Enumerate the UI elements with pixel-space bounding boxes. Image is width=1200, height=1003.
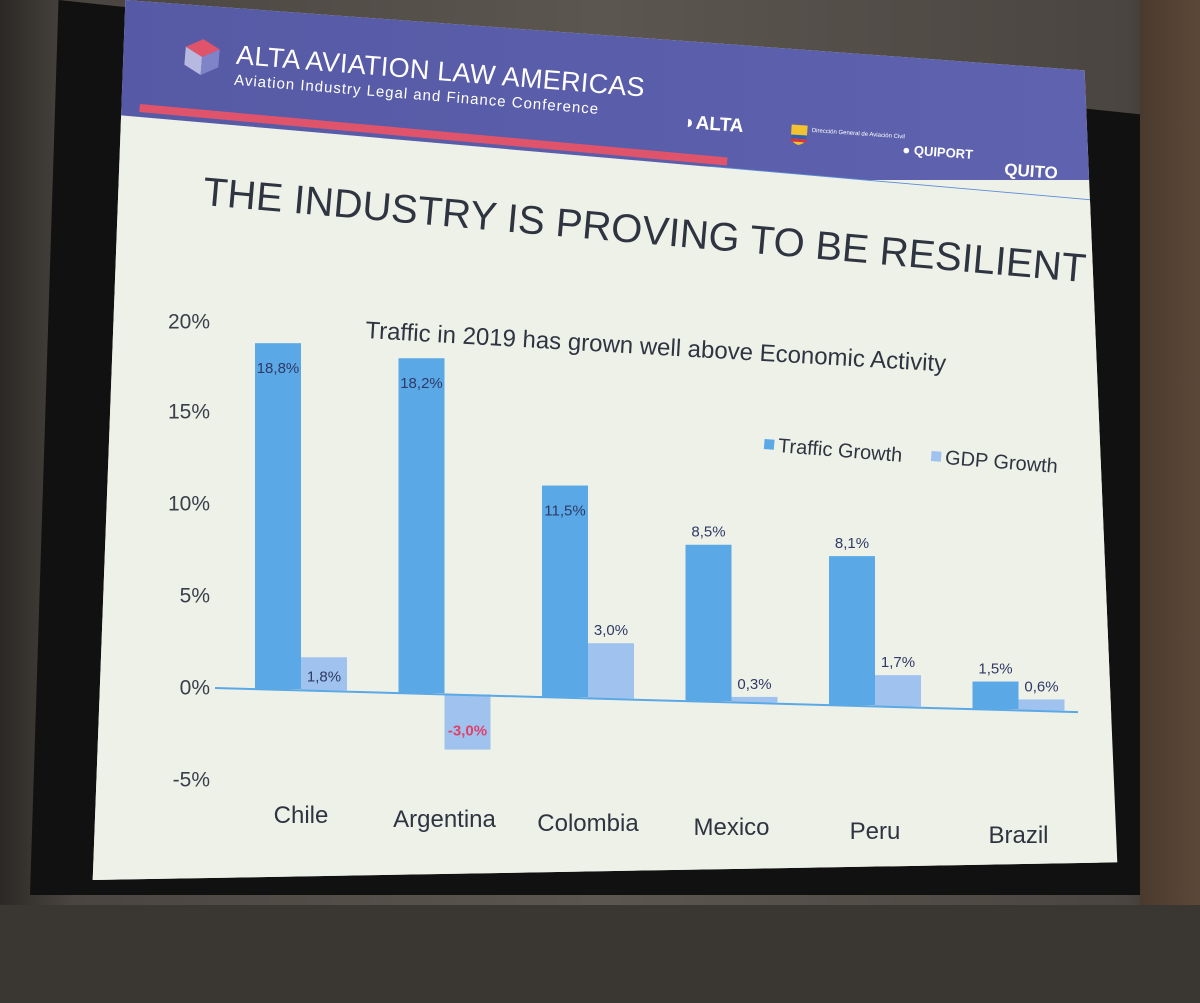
bar-traffic-growth xyxy=(685,544,732,702)
label-gdp-growth: 1,8% xyxy=(307,668,341,685)
y-tick-label: 5% xyxy=(180,584,210,607)
bars xyxy=(255,343,1065,750)
x-tick-label: Colombia xyxy=(537,810,639,837)
bar-traffic-growth xyxy=(972,681,1019,710)
x-tick-label: Peru xyxy=(850,818,901,845)
bar-gdp-growth xyxy=(588,643,634,699)
label-gdp-growth: 0,6% xyxy=(1024,678,1058,695)
label-gdp-growth: 3,0% xyxy=(594,622,628,639)
label-traffic-growth: 8,5% xyxy=(691,524,725,541)
bar-value-labels: 18,8% 1,8% 18,2% -3,0% 11,5% 3,0% 8,5% 0,3% 8,1%… xyxy=(257,360,1059,739)
y-tick-label: 10% xyxy=(168,492,210,515)
x-axis-category-labels: Chile Argentina Colombia Mexico Peru Brazil xyxy=(274,802,1049,849)
legend-swatch-gdp xyxy=(930,450,942,462)
bar-traffic-growth xyxy=(829,556,875,706)
y-axis-ticks: 20% 15% 10% 5% 0% -5% xyxy=(168,310,210,791)
label-traffic-growth: 11,5% xyxy=(544,503,585,520)
bar-gdp-growth xyxy=(1018,699,1065,711)
bar-gdp-growth xyxy=(731,696,778,703)
zero-baseline xyxy=(214,687,1079,714)
label-gdp-growth: -3,0% xyxy=(448,723,487,740)
label-gdp-growth: 1,7% xyxy=(881,654,915,671)
right-wall xyxy=(1140,0,1200,905)
bar-gdp-growth xyxy=(444,694,491,750)
dgac-shield-icon xyxy=(790,124,808,145)
bar-gdp-growth xyxy=(301,657,347,691)
bar-traffic-growth xyxy=(398,358,445,694)
y-tick-label: 0% xyxy=(180,676,210,699)
label-traffic-growth: 18,8% xyxy=(257,360,300,377)
x-tick-label: Chile xyxy=(274,802,329,829)
label-gdp-growth: 0,3% xyxy=(737,676,771,693)
chart-plot-area: Traffic in 2019 has grown well above Eco… xyxy=(168,310,1079,849)
label-traffic-growth: 8,1% xyxy=(835,535,869,552)
y-tick-label: 15% xyxy=(168,400,210,423)
x-tick-label: Argentina xyxy=(393,806,496,833)
bar-gdp-growth xyxy=(875,675,921,707)
legend-swatch-traffic xyxy=(763,438,775,450)
label-traffic-growth: 1,5% xyxy=(978,661,1012,678)
x-tick-label: Brazil xyxy=(988,822,1048,849)
bar-traffic-growth xyxy=(542,485,588,698)
x-tick-label: Mexico xyxy=(693,814,769,841)
chart-title: Traffic in 2019 has grown well above Eco… xyxy=(365,317,947,377)
y-tick-label: -5% xyxy=(173,768,210,791)
y-tick-label: 20% xyxy=(168,310,210,333)
bar-chart: Traffic in 2019 has grown well above Eco… xyxy=(168,310,1079,849)
cube-logo-icon xyxy=(184,39,220,75)
label-traffic-growth: 18,2% xyxy=(400,375,443,392)
bar-traffic-growth xyxy=(255,343,301,690)
